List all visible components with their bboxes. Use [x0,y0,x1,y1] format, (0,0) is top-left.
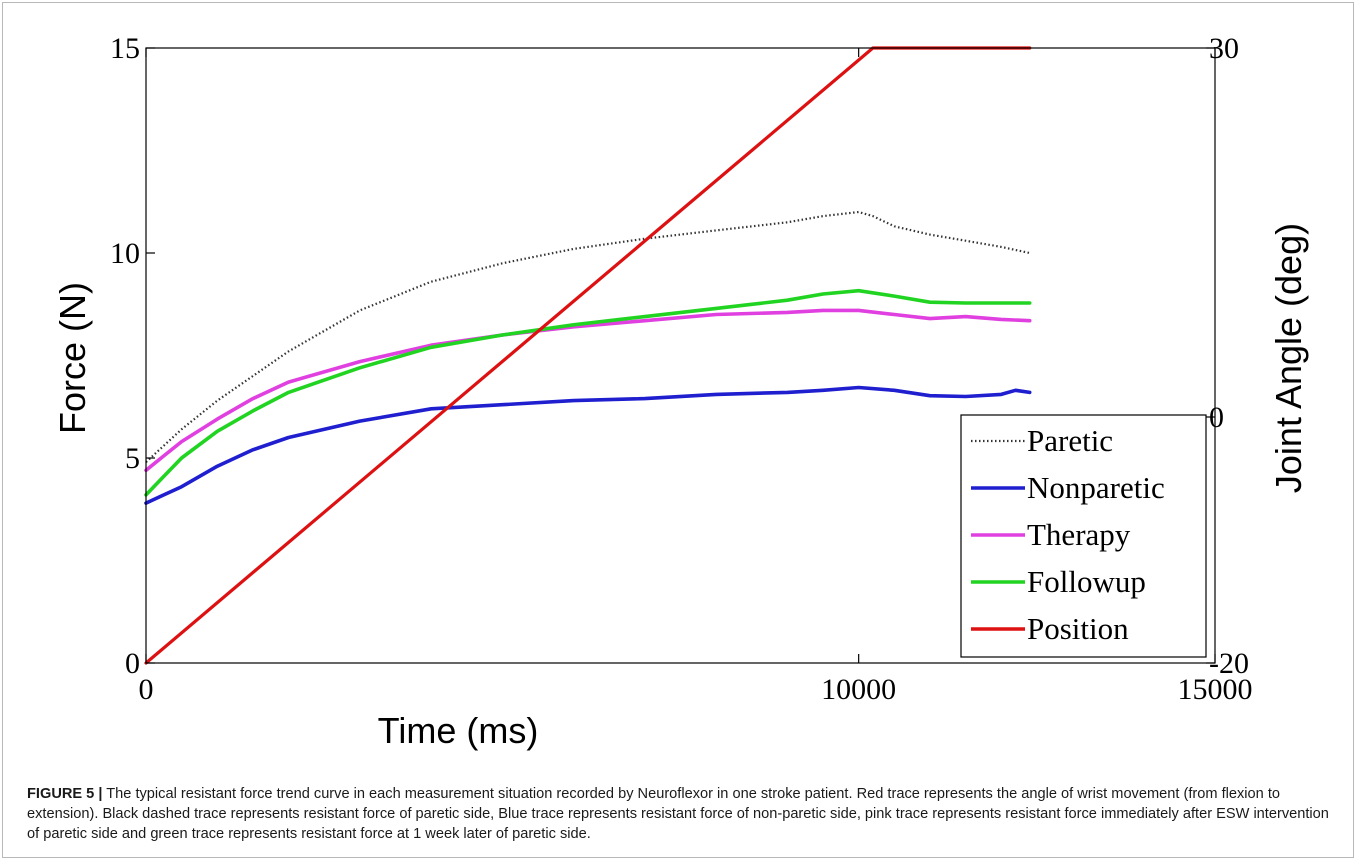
legend-label-therapy: Therapy [1027,517,1131,552]
figure-caption: FIGURE 5 | The typical resistant force t… [27,784,1337,844]
x-tick-label: 0 [139,673,154,706]
caption-label: FIGURE 5 | [27,786,103,802]
y2-tick-label: 30 [1209,32,1239,65]
y2-axis-title: Joint Angle (deg) [1268,223,1309,493]
x-tick-label: 10000 [821,673,896,706]
y-tick-label: 10 [110,237,140,270]
legend-label-followup: Followup [1027,564,1146,599]
legend: Paretic Nonparetic Therapy Followup Position [960,414,1207,658]
y-axis-title: Force (N) [52,282,93,434]
caption-text: The typical resistant force trend curve … [27,786,1329,842]
axes-layer: 0 5 10 15 -20 0 30 0 10000 15000 [110,32,1253,706]
y2-tick-label: -20 [1209,647,1249,680]
legend-label-position: Position [1027,611,1129,646]
series-nonparetic [144,385,1032,505]
series-paretic [145,210,1030,463]
y-tick-label: 15 [110,32,140,65]
x-axis-title: Time (ms) [378,710,539,751]
x-tick-label: 15000 [1178,673,1253,706]
y-tick-label: 0 [125,647,140,680]
series-layer [144,46,1032,665]
legend-label-paretic: Paretic [1027,423,1113,458]
series-therapy [144,308,1032,473]
axes-box [145,47,1216,664]
y2-tick-label: 0 [1209,401,1224,434]
line-chart: 0 5 10 15 -20 0 30 0 10000 15000 Paretic Nonpareti… [52,32,1309,751]
legend-label-nonparetic: Nonparetic [1027,470,1165,505]
series-followup [144,288,1032,497]
y-tick-label: 5 [125,442,140,475]
